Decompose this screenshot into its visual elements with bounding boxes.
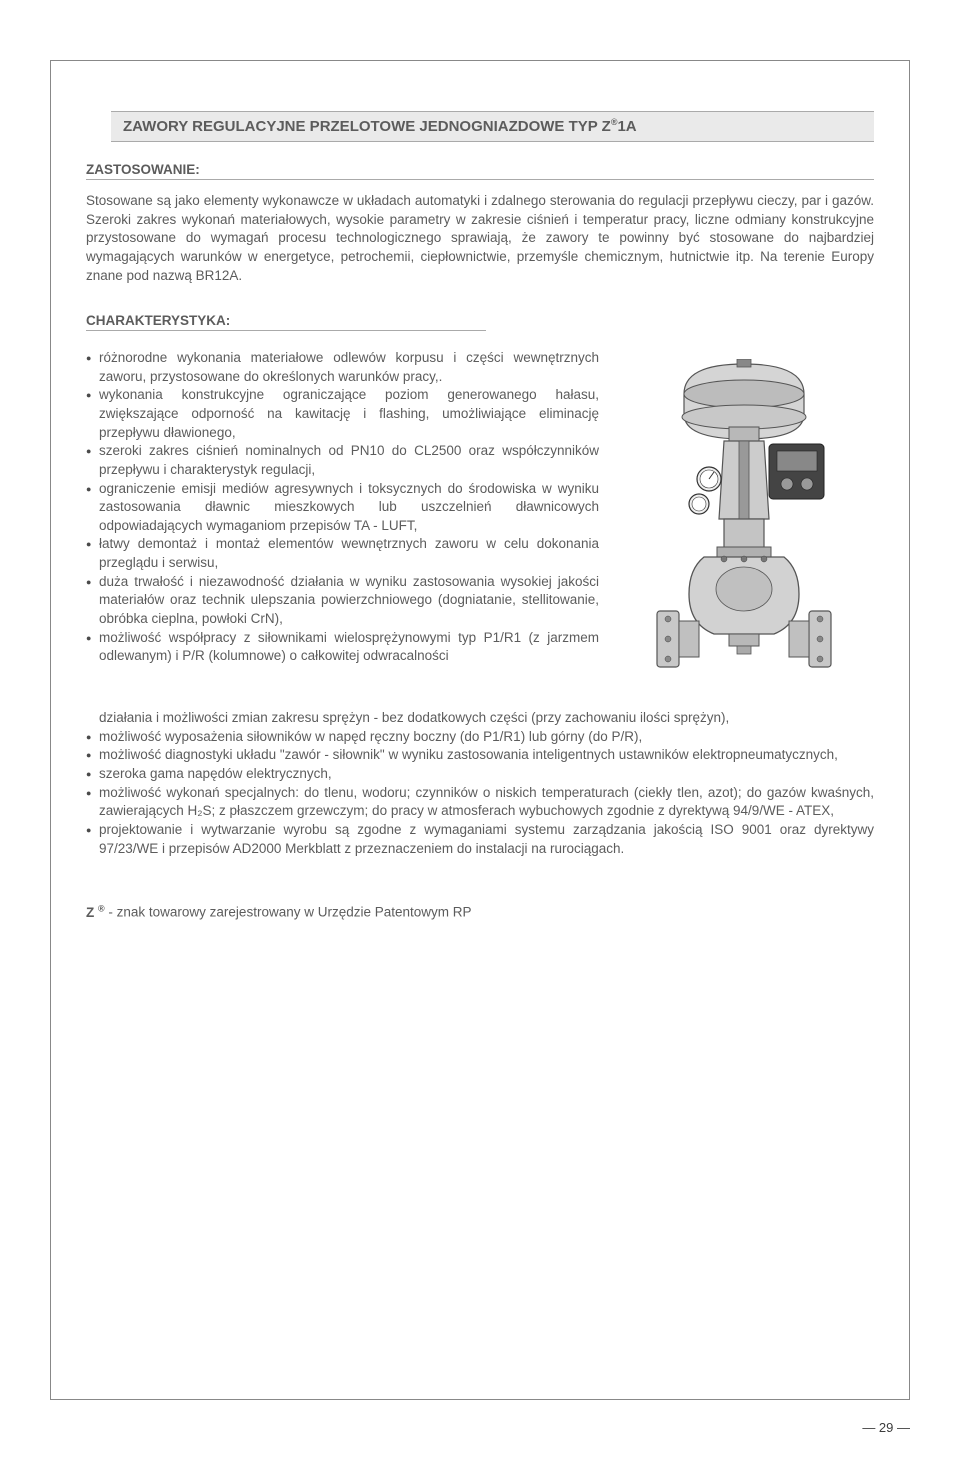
control-valve-icon bbox=[629, 359, 859, 699]
bullet-item: możliwość wykonań specjalnych: do tlenu,… bbox=[86, 784, 874, 821]
page-number: — 29 — bbox=[50, 1420, 910, 1435]
title-prefix: ZAWORY REGULACYJNE PRZELOTOWE JEDNOGNIAZ… bbox=[123, 118, 569, 135]
bullet-item: łatwy demontaż i montaż elementów wewnęt… bbox=[86, 535, 599, 572]
illustration-column bbox=[614, 349, 874, 709]
trademark-note: Z ® - znak towarowy zarejestrowany w Urz… bbox=[86, 903, 874, 920]
bullet-item: możliwość współpracy z siłownikami wielo… bbox=[86, 629, 599, 666]
bullets-list-full: działania i możliwości zmian zakresu spr… bbox=[86, 709, 874, 858]
bullets-left-column: różnorodne wykonania materiałowe odlewów… bbox=[86, 349, 599, 709]
bullet-item: możliwość diagnostyki układu "zawór - si… bbox=[86, 746, 874, 765]
bullet-item: szeroka gama napędów elektrycznych, bbox=[86, 765, 874, 784]
zastosowanie-header: ZASTOSOWANIE: bbox=[86, 162, 874, 180]
trademark-text: - znak towarowy zarejestrowany w Urzędzi… bbox=[105, 905, 472, 920]
bullet-item: duża trwałość i niezawodność działania w… bbox=[86, 573, 599, 629]
bullets-list-left: różnorodne wykonania materiałowe odlewów… bbox=[86, 349, 599, 666]
bullet-item: ograniczenie emisji mediów agresywnych i… bbox=[86, 480, 599, 536]
charakterystyka-header: CHARAKTERYSTYKA: bbox=[86, 313, 486, 331]
title-bold: TYP Z®1A bbox=[569, 118, 637, 135]
bullet-item: działania i możliwości zmian zakresu spr… bbox=[86, 709, 874, 728]
valve-illustration bbox=[614, 349, 874, 709]
bullet-item: różnorodne wykonania materiałowe odlewów… bbox=[86, 349, 599, 386]
zastosowanie-body: Stosowane są jako elementy wykonawcze w … bbox=[86, 192, 874, 285]
bullet-item: możliwość wyposażenia siłowników w napęd… bbox=[86, 728, 874, 747]
trademark-z: Z bbox=[86, 905, 98, 920]
trademark-r: ® bbox=[98, 903, 105, 913]
bullet-item: wykonania konstrukcyjne ograniczające po… bbox=[86, 386, 599, 442]
page-title: ZAWORY REGULACYJNE PRZELOTOWE JEDNOGNIAZ… bbox=[123, 118, 637, 135]
title-model: 1A bbox=[617, 118, 636, 135]
two-column-layout: różnorodne wykonania materiałowe odlewów… bbox=[86, 349, 874, 709]
title-type: TYP Z bbox=[569, 118, 611, 135]
bullet-item: projektowanie i wytwarzanie wyrobu są zg… bbox=[86, 821, 874, 858]
bullet-item: szeroki zakres ciśnień nominalnych od PN… bbox=[86, 442, 599, 479]
page-frame: ZAWORY REGULACYJNE PRZELOTOWE JEDNOGNIAZ… bbox=[50, 60, 910, 1400]
title-block: ZAWORY REGULACYJNE PRZELOTOWE JEDNOGNIAZ… bbox=[111, 111, 874, 142]
